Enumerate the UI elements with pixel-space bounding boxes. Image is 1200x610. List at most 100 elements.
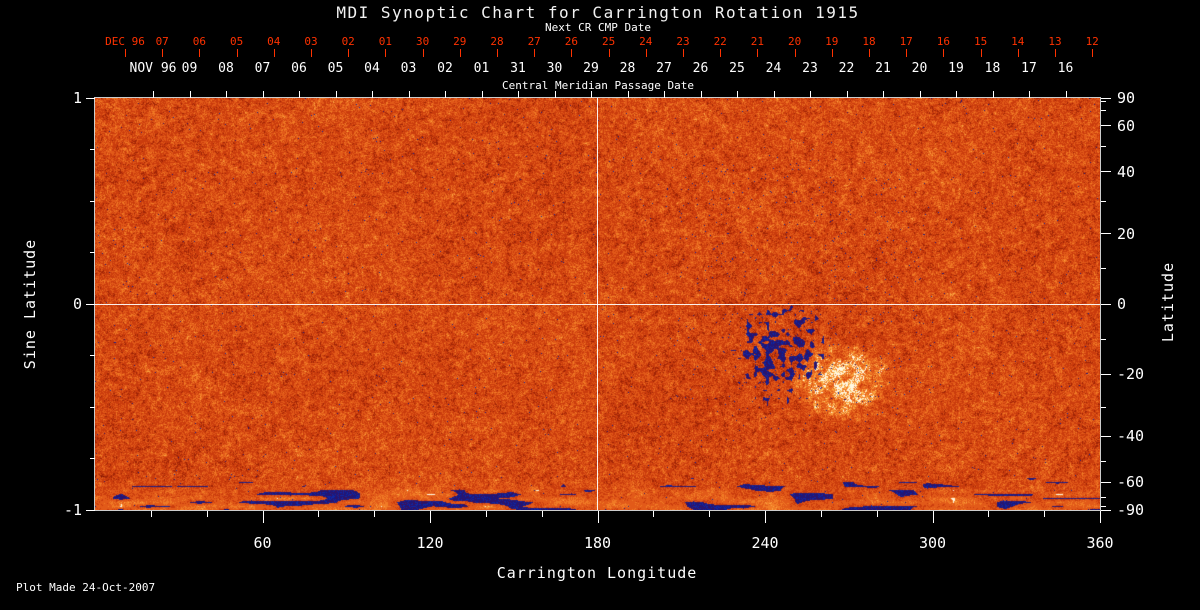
latitude-tick (1101, 125, 1111, 126)
next-cr-tick (906, 49, 907, 57)
cmp-tick (591, 91, 592, 98)
cmp-day-label: 17 (1021, 61, 1037, 76)
cmp-tick (555, 91, 556, 98)
cmp-day-label: 21 (875, 61, 891, 76)
plot-made-timestamp: Plot Made 24-Oct-2007 (16, 581, 155, 594)
cmp-day-label: 29 (583, 61, 599, 76)
cmp-tick (737, 91, 738, 98)
next-cr-tick (125, 49, 126, 57)
next-cr-day-label: 04 (267, 35, 280, 48)
next-cr-tick (1055, 49, 1056, 57)
next-cr-day-label: 07 (156, 35, 169, 48)
cmp-day-label: 02 (437, 61, 453, 76)
latitude-minor-tick (1101, 339, 1106, 340)
synoptic-chart-figure: MDI Synoptic Chart for Carrington Rotati… (0, 0, 1200, 610)
sine-latitude-minor-tick (90, 149, 95, 150)
next-cr-tick (869, 49, 870, 57)
latitude-minor-tick (1101, 407, 1106, 408)
cmp-day-label: 16 (1058, 61, 1074, 76)
cmp-day-label: 28 (620, 61, 636, 76)
next-cr-month-label: DEC 96 (105, 35, 145, 48)
longitude-minor-tick (821, 511, 822, 517)
cmp-tick (701, 91, 702, 98)
cmp-day-label: 30 (547, 61, 563, 76)
next-cr-day-label: 13 (1048, 35, 1061, 48)
longitude-minor-tick (653, 511, 654, 517)
next-cr-day-label: 06 (193, 35, 206, 48)
latitude-tick-label: 20 (1117, 225, 1135, 243)
latitude-tick (1101, 482, 1111, 483)
next-cr-day-label: 27 (528, 35, 541, 48)
next-cr-tick (274, 49, 275, 57)
cmp-tick (628, 91, 629, 98)
longitude-tick (765, 511, 766, 523)
next-cr-tick (497, 49, 498, 57)
next-cr-day-label: 12 (1086, 35, 1099, 48)
sine-latitude-tick (86, 98, 95, 99)
cmp-day-label: 01 (474, 61, 490, 76)
next-cr-day-label: 02 (342, 35, 355, 48)
next-cr-tick (460, 49, 461, 57)
cmp-tick (409, 91, 410, 98)
longitude-minor-tick (151, 511, 152, 517)
longitude-tick (1100, 511, 1101, 523)
latitude-minor-tick (1101, 506, 1106, 507)
latitude-tick (1101, 374, 1111, 375)
longitude-minor-tick (709, 511, 710, 517)
cmp-day-label: 09 (182, 61, 198, 76)
sine-latitude-tick (86, 304, 95, 305)
latitude-tick-label: -90 (1117, 501, 1144, 519)
next-cr-day-label: 01 (379, 35, 392, 48)
cmp-tick (920, 91, 921, 98)
cmp-day-label: 19 (948, 61, 964, 76)
next-cr-day-label: 17 (900, 35, 913, 48)
next-cr-day-label: 16 (937, 35, 950, 48)
next-cr-tick (1092, 49, 1093, 57)
next-cr-tick (832, 49, 833, 57)
next-cr-tick (348, 49, 349, 57)
longitude-minor-tick (877, 511, 878, 517)
cmp-day-label: 31 (510, 61, 526, 76)
next-cr-tick (720, 49, 721, 57)
reference-line-equator (95, 304, 1100, 305)
next-cr-day-label: 19 (825, 35, 838, 48)
x-axis-title: Carrington Longitude (497, 564, 698, 582)
chart-title: MDI Synoptic Chart for Carrington Rotati… (336, 3, 859, 22)
longitude-tick-label: 180 (584, 534, 611, 552)
next-cr-axis-label: Next CR CMP Date (545, 21, 651, 34)
next-cr-tick (534, 49, 535, 57)
longitude-minor-tick (374, 511, 375, 517)
latitude-tick-label: 90 (1117, 89, 1135, 107)
next-cr-tick (981, 49, 982, 57)
sine-latitude-minor-tick (90, 201, 95, 202)
latitude-tick-label: -60 (1117, 473, 1144, 491)
longitude-minor-tick (1044, 511, 1045, 517)
next-cr-tick (571, 49, 572, 57)
cmp-tick (336, 91, 337, 98)
longitude-tick (430, 511, 431, 523)
longitude-minor-tick (486, 511, 487, 517)
next-cr-tick (423, 49, 424, 57)
longitude-tick (263, 511, 264, 523)
next-cr-tick (1018, 49, 1019, 57)
cmp-day-label: 04 (364, 61, 380, 76)
cmp-tick (664, 91, 665, 98)
next-cr-tick (646, 49, 647, 57)
latitude-minor-tick (1101, 268, 1106, 269)
cmp-tick (883, 91, 884, 98)
latitude-minor-tick (1101, 461, 1106, 462)
cmp-day-label: 27 (656, 61, 672, 76)
cmp-day-label: 23 (802, 61, 818, 76)
cmp-day-label: 22 (839, 61, 855, 76)
next-cr-tick (683, 49, 684, 57)
next-cr-day-label: 18 (862, 35, 875, 48)
latitude-tick (1101, 510, 1111, 511)
cmp-tick (1066, 91, 1067, 98)
cmp-tick (299, 91, 300, 98)
next-cr-day-label: 22 (714, 35, 727, 48)
next-cr-tick (311, 49, 312, 57)
next-cr-day-label: 20 (788, 35, 801, 48)
longitude-tick (598, 511, 599, 523)
latitude-tick (1101, 436, 1111, 437)
latitude-tick (1101, 233, 1111, 234)
